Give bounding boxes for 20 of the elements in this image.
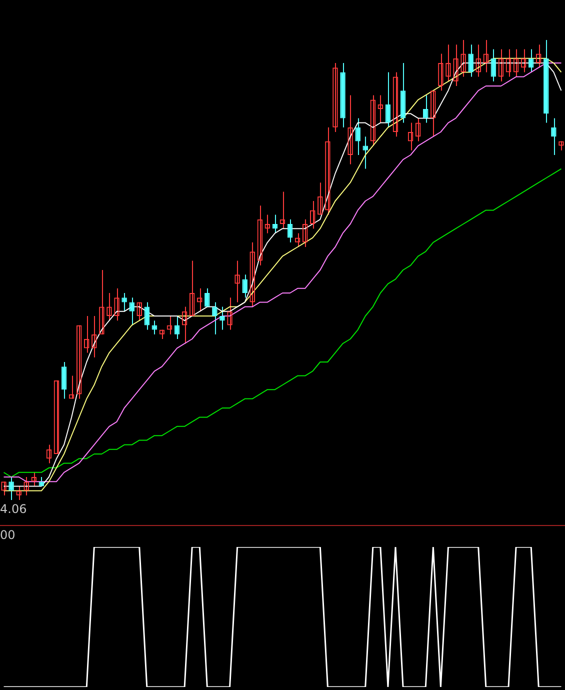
candlestick	[220, 306, 225, 330]
candlestick	[385, 72, 391, 128]
candlestick	[204, 288, 210, 308]
candlestick	[152, 320, 158, 335]
candlestick	[355, 118, 360, 156]
candlestick	[61, 362, 67, 400]
candlestick	[129, 297, 134, 326]
candlestick	[422, 94, 428, 124]
candlestick	[174, 316, 180, 340]
candlestick	[212, 302, 218, 335]
candlestick	[8, 476, 14, 500]
candlestick	[490, 48, 496, 82]
candlestick	[551, 118, 556, 156]
annotation: 4.06	[0, 502, 27, 516]
candlestick	[122, 292, 127, 312]
candlestick	[468, 44, 474, 78]
text: 00	[0, 528, 16, 542]
candlestick	[287, 218, 293, 243]
candlestick	[362, 136, 368, 170]
candlestick	[242, 274, 248, 298]
